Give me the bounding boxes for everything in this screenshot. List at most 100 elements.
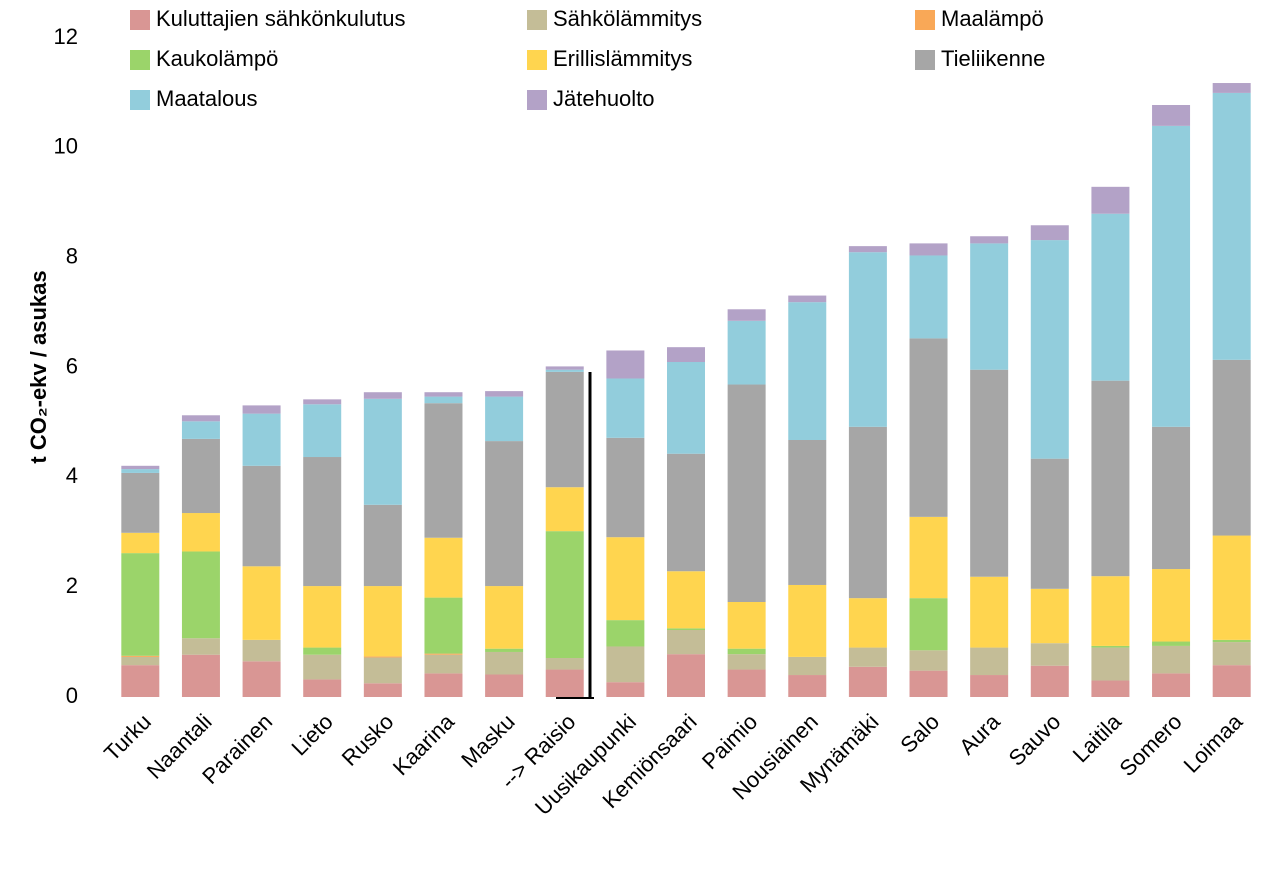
bar-segment bbox=[363, 398, 402, 505]
bar-segment bbox=[909, 338, 948, 517]
bar-segment bbox=[788, 584, 827, 657]
bar-segment bbox=[121, 553, 160, 656]
bar-segment bbox=[848, 666, 887, 697]
bar-segment bbox=[1091, 213, 1130, 381]
bar-segment bbox=[424, 392, 463, 397]
bar-segment bbox=[181, 638, 220, 655]
bar-segment bbox=[606, 437, 645, 538]
bar-segment bbox=[909, 516, 948, 599]
bar-segment bbox=[1030, 240, 1069, 459]
bar-segment bbox=[485, 674, 524, 697]
bar-segment bbox=[727, 384, 766, 602]
bar-segment bbox=[424, 654, 463, 674]
bar-segment bbox=[181, 513, 220, 552]
legend-label: Sähkölämmitys bbox=[553, 6, 702, 31]
bar-segment bbox=[363, 656, 402, 658]
bar-segment bbox=[181, 654, 220, 697]
legend-swatch bbox=[130, 10, 150, 30]
bar-segment bbox=[363, 504, 402, 587]
bar-segment bbox=[181, 421, 220, 439]
bar-segment bbox=[606, 682, 645, 697]
bar-segment bbox=[121, 532, 160, 554]
bar-segment bbox=[909, 670, 948, 697]
bar-segment bbox=[909, 598, 948, 651]
bar-segment bbox=[1030, 665, 1069, 697]
bar-segment bbox=[970, 647, 1009, 676]
y-tick-label: 8 bbox=[66, 243, 78, 268]
bar-segment bbox=[970, 576, 1009, 648]
bar-segment bbox=[1152, 426, 1191, 570]
bar-segment bbox=[1091, 680, 1130, 697]
legend-label: Erillislämmitys bbox=[553, 46, 692, 71]
bar-segment bbox=[667, 347, 705, 363]
bar-segment bbox=[970, 369, 1009, 577]
x-tick-label: Salo bbox=[895, 709, 944, 758]
bar-segment bbox=[121, 472, 160, 533]
bar-segment bbox=[1152, 645, 1191, 674]
bar-segment bbox=[1212, 359, 1251, 536]
bar-segment bbox=[242, 465, 281, 567]
bar-segment bbox=[606, 378, 645, 438]
bar-segment bbox=[242, 661, 281, 697]
bar-segment bbox=[181, 438, 220, 514]
bar-segment bbox=[606, 620, 645, 647]
bar-segment bbox=[424, 403, 463, 538]
bar-segment bbox=[727, 309, 766, 321]
y-tick-label: 2 bbox=[66, 573, 78, 598]
x-tick-label: Turku bbox=[99, 709, 156, 766]
legend-swatch bbox=[915, 50, 935, 70]
bar-segment bbox=[303, 654, 342, 680]
legend-swatch bbox=[527, 10, 547, 30]
bar-segment bbox=[1212, 83, 1251, 93]
bar-segment bbox=[788, 439, 827, 585]
bar-segment bbox=[606, 350, 645, 379]
y-tick-label: 6 bbox=[66, 353, 78, 378]
legend-label: Jätehuolto bbox=[553, 86, 655, 111]
bar-segment bbox=[848, 246, 887, 253]
bar-segment bbox=[121, 465, 160, 470]
bar-segment bbox=[727, 654, 766, 670]
bar-segment bbox=[788, 675, 827, 697]
bar-segment bbox=[303, 404, 342, 458]
bar-segment bbox=[485, 441, 524, 587]
bar-segment bbox=[363, 392, 402, 399]
bar-segment bbox=[667, 628, 705, 631]
bar-segment bbox=[1091, 186, 1130, 214]
bar-segment bbox=[1030, 588, 1069, 644]
bar-segment bbox=[788, 295, 827, 303]
x-tick-label: Somero bbox=[1115, 709, 1187, 781]
bar-segment bbox=[424, 396, 463, 404]
legend-label: Kuluttajien sähkönkulutus bbox=[156, 6, 406, 31]
bar-segment bbox=[606, 537, 645, 621]
bar-segment bbox=[970, 236, 1009, 244]
legend-label: Tieliikenne bbox=[941, 46, 1045, 71]
bar-segment bbox=[727, 648, 766, 655]
bar-segment bbox=[121, 656, 160, 666]
legend-swatch bbox=[527, 90, 547, 110]
bar-segment bbox=[424, 653, 463, 655]
bar-segment bbox=[545, 669, 584, 697]
bar-segment bbox=[485, 651, 524, 675]
bar-segment bbox=[363, 586, 402, 657]
x-tick-label: Laitila bbox=[1068, 708, 1127, 767]
bar-segment bbox=[424, 537, 463, 598]
legend-swatch bbox=[130, 90, 150, 110]
y-tick-label: 10 bbox=[54, 134, 78, 159]
bar-segment bbox=[970, 243, 1009, 370]
bar-segment bbox=[970, 675, 1009, 697]
bar-segment bbox=[727, 320, 766, 385]
bar-segment bbox=[667, 362, 705, 454]
bar-segment bbox=[545, 487, 584, 532]
bar-segment bbox=[545, 366, 584, 370]
y-tick-label: 0 bbox=[66, 683, 78, 708]
x-tick-label: Lieto bbox=[286, 709, 337, 760]
bar-segment bbox=[1030, 458, 1069, 589]
x-tick-label: Aura bbox=[954, 708, 1005, 759]
bar-segment bbox=[303, 679, 342, 697]
bar-segment bbox=[667, 654, 705, 697]
bar-segment bbox=[242, 566, 281, 640]
bar-segment bbox=[909, 650, 948, 671]
bar-segment bbox=[1152, 673, 1191, 697]
bar-segment bbox=[545, 531, 584, 659]
